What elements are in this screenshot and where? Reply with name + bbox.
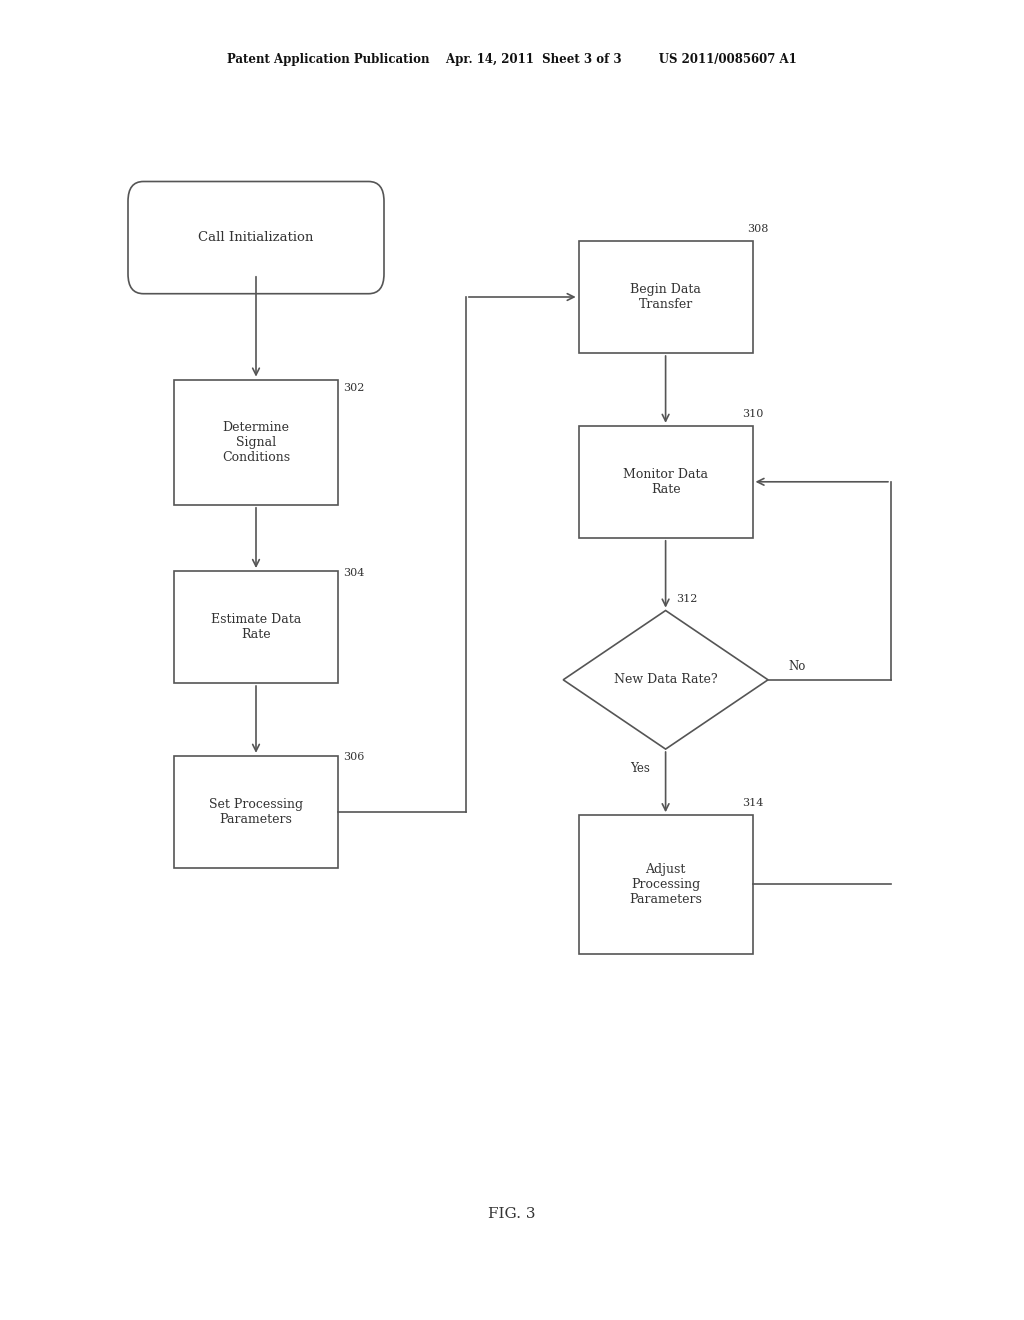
- Text: 314: 314: [742, 799, 764, 808]
- Text: Call Initialization: Call Initialization: [199, 231, 313, 244]
- Text: 302: 302: [343, 383, 365, 393]
- FancyBboxPatch shape: [174, 570, 338, 682]
- Text: Set Processing
Parameters: Set Processing Parameters: [209, 797, 303, 826]
- Text: Patent Application Publication    Apr. 14, 2011  Sheet 3 of 3         US 2011/00: Patent Application Publication Apr. 14, …: [227, 53, 797, 66]
- Text: Determine
Signal
Conditions: Determine Signal Conditions: [222, 421, 290, 463]
- FancyBboxPatch shape: [579, 425, 753, 539]
- Text: No: No: [788, 660, 806, 673]
- Text: Adjust
Processing
Parameters: Adjust Processing Parameters: [629, 863, 702, 906]
- Text: New Data Rate?: New Data Rate?: [613, 673, 718, 686]
- FancyBboxPatch shape: [579, 814, 753, 953]
- Text: 304: 304: [343, 568, 365, 578]
- Polygon shape: [563, 610, 768, 750]
- FancyBboxPatch shape: [128, 181, 384, 294]
- Text: Yes: Yes: [630, 763, 650, 775]
- Text: 308: 308: [748, 224, 769, 235]
- FancyBboxPatch shape: [174, 380, 338, 504]
- Text: Monitor Data
Rate: Monitor Data Rate: [623, 467, 709, 496]
- Text: 312: 312: [676, 594, 697, 605]
- FancyBboxPatch shape: [174, 755, 338, 869]
- Text: Begin Data
Transfer: Begin Data Transfer: [630, 282, 701, 312]
- FancyBboxPatch shape: [579, 242, 753, 352]
- Text: 306: 306: [343, 752, 365, 763]
- Text: Estimate Data
Rate: Estimate Data Rate: [211, 612, 301, 642]
- Text: 310: 310: [742, 409, 764, 420]
- Text: FIG. 3: FIG. 3: [488, 1208, 536, 1221]
